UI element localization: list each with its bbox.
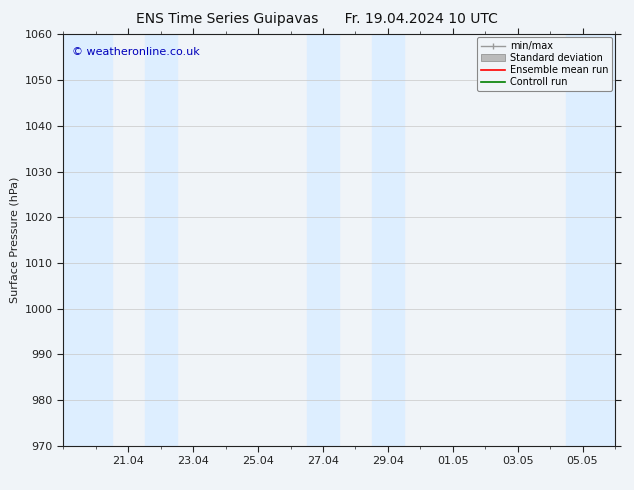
Bar	[307, 34, 339, 446]
Y-axis label: Surface Pressure (hPa): Surface Pressure (hPa)	[10, 177, 19, 303]
Text: ENS Time Series Guipavas      Fr. 19.04.2024 10 UTC: ENS Time Series Guipavas Fr. 19.04.2024 …	[136, 12, 498, 26]
Bar	[372, 34, 404, 446]
Text: © weatheronline.co.uk: © weatheronline.co.uk	[72, 47, 200, 57]
Bar	[145, 34, 177, 446]
Bar	[566, 34, 615, 446]
Bar	[63, 34, 112, 446]
Legend: min/max, Standard deviation, Ensemble mean run, Controll run: min/max, Standard deviation, Ensemble me…	[477, 37, 612, 91]
